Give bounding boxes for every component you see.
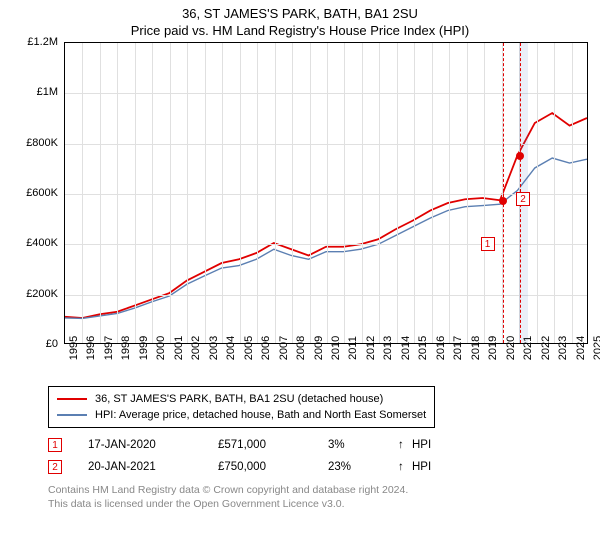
x-tick-label: 1995 <box>68 336 80 360</box>
y-tick-label: £800K <box>26 137 58 149</box>
sale-price: £750,000 <box>218 456 328 478</box>
marker-badge-icon: 1 <box>48 438 62 452</box>
x-tick-label: 2002 <box>190 336 202 360</box>
legend-item: HPI: Average price, detached house, Bath… <box>57 407 426 423</box>
x-tick-label: 2023 <box>557 336 569 360</box>
x-tick-label: 1999 <box>138 336 150 360</box>
plot-area: 12 <box>64 42 588 344</box>
marker-badge-icon: 2 <box>48 460 62 474</box>
x-tick-label: 2010 <box>330 336 342 360</box>
table-row: 2 20-JAN-2021 £750,000 23% ↑ HPI <box>48 456 582 478</box>
sale-pct: 23% <box>328 456 398 478</box>
x-tick-label: 2007 <box>278 336 290 360</box>
x-tick-label: 2022 <box>540 336 552 360</box>
sale-date: 20-JAN-2021 <box>88 456 218 478</box>
legend-item: 36, ST JAMES'S PARK, BATH, BA1 2SU (deta… <box>57 391 426 407</box>
hpi-label: HPI <box>412 456 452 478</box>
y-tick-label: £600K <box>26 187 58 199</box>
x-tick-label: 2013 <box>382 336 394 360</box>
marker-badge-icon: 1 <box>481 237 495 251</box>
x-tick-label: 2005 <box>243 336 255 360</box>
x-tick-label: 2012 <box>365 336 377 360</box>
x-tick-label: 2009 <box>313 336 325 360</box>
x-tick-label: 2014 <box>400 336 412 360</box>
marker-badge-icon: 2 <box>516 192 530 206</box>
licence-line: This data is licensed under the Open Gov… <box>48 498 582 512</box>
sale-price: £571,000 <box>218 434 328 456</box>
hpi-label: HPI <box>412 434 452 456</box>
y-tick-label: £200K <box>26 288 58 300</box>
page-title: 36, ST JAMES'S PARK, BATH, BA1 2SU <box>8 6 592 21</box>
legend-swatch-icon <box>57 398 87 400</box>
legend: 36, ST JAMES'S PARK, BATH, BA1 2SU (deta… <box>48 386 435 428</box>
x-tick-label: 2000 <box>155 336 167 360</box>
x-tick-label: 2024 <box>575 336 587 360</box>
marker-dot-icon <box>516 152 524 160</box>
x-tick-label: 2020 <box>505 336 517 360</box>
x-tick-label: 2001 <box>173 336 185 360</box>
x-tick-label: 2025 <box>592 336 600 360</box>
x-tick-label: 2021 <box>522 336 534 360</box>
x-tick-label: 2016 <box>435 336 447 360</box>
x-tick-label: 1996 <box>85 336 97 360</box>
x-tick-label: 2015 <box>417 336 429 360</box>
sale-pct: 3% <box>328 434 398 456</box>
footer: Contains HM Land Registry data © Crown c… <box>48 484 582 511</box>
chart: £0£200K£400K£600K£800K£1M£1.2M 12 199519… <box>18 42 588 382</box>
sale-date: 17-JAN-2020 <box>88 434 218 456</box>
x-tick-label: 2008 <box>295 336 307 360</box>
x-tick-label: 1997 <box>103 336 115 360</box>
x-tick-label: 2017 <box>452 336 464 360</box>
x-tick-label: 2006 <box>260 336 272 360</box>
x-axis: 1995199619971998199920002001200220032004… <box>64 344 588 382</box>
y-tick-label: £1.2M <box>27 36 58 48</box>
y-axis: £0£200K£400K£600K£800K£1M£1.2M <box>18 42 64 344</box>
legend-label: HPI: Average price, detached house, Bath… <box>95 407 426 423</box>
x-tick-label: 2019 <box>487 336 499 360</box>
x-tick-label: 2003 <box>208 336 220 360</box>
y-tick-label: £1M <box>37 86 58 98</box>
x-tick-label: 2004 <box>225 336 237 360</box>
marker-vline <box>503 43 504 343</box>
y-tick-label: £0 <box>46 338 58 350</box>
arrow-up-icon: ↑ <box>398 456 412 478</box>
table-row: 1 17-JAN-2020 £571,000 3% ↑ HPI <box>48 434 582 456</box>
marker-dot-icon <box>499 197 507 205</box>
arrow-up-icon: ↑ <box>398 434 412 456</box>
copyright-line: Contains HM Land Registry data © Crown c… <box>48 484 582 498</box>
x-tick-label: 2011 <box>347 336 359 360</box>
sales-table: 1 17-JAN-2020 £571,000 3% ↑ HPI 2 20-JAN… <box>48 434 582 478</box>
legend-swatch-icon <box>57 414 87 416</box>
page-subtitle: Price paid vs. HM Land Registry's House … <box>8 23 592 38</box>
x-tick-label: 2018 <box>470 336 482 360</box>
x-tick-label: 1998 <box>120 336 132 360</box>
y-tick-label: £400K <box>26 237 58 249</box>
legend-label: 36, ST JAMES'S PARK, BATH, BA1 2SU (deta… <box>95 391 383 407</box>
